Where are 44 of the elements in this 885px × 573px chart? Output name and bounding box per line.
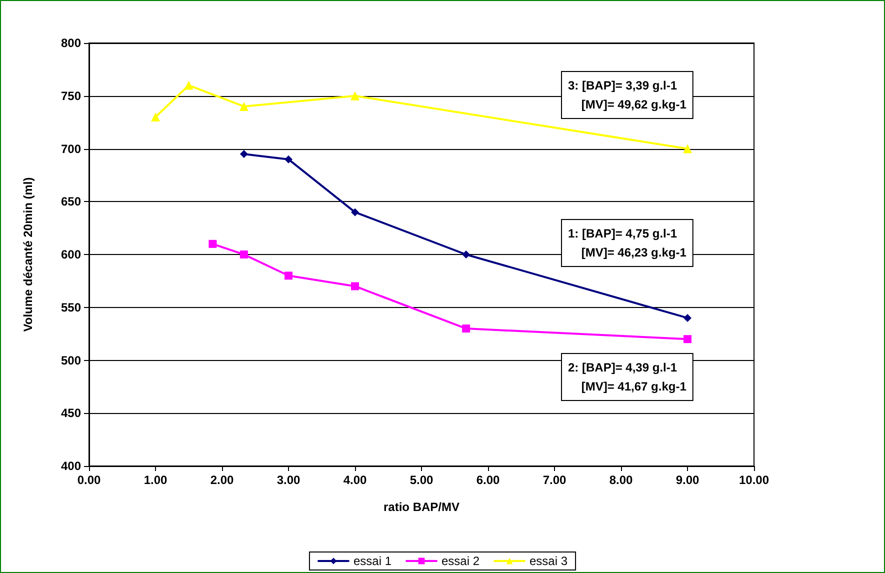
x-tick-label: 2.00 [210, 473, 234, 487]
annotation: 3: [BAP]= 3,39 g.l-1 [MV]= 49,62 g.kg-1 [568, 78, 687, 112]
point [351, 208, 359, 216]
x-tick-label: 5.00 [410, 473, 434, 487]
point [462, 324, 470, 333]
x-axis-title: ratio BAP/MV [383, 500, 460, 514]
y-tick-label: 750 [60, 88, 82, 103]
legend-label: essai 1 [353, 554, 392, 568]
legend-label: essai 3 [530, 554, 568, 568]
y-axis-title: Volume décanté 20min (ml) [21, 177, 35, 332]
y-tick-label: 800 [60, 36, 82, 50]
x-tick-label: 7.00 [542, 473, 566, 487]
point [284, 155, 292, 164]
y-tick-label: 550 [60, 300, 82, 314]
x-tick-label: 3.00 [276, 473, 300, 487]
point [683, 144, 692, 154]
annotation: 1: [BAP]= 4,75 g.l-1 [MV]= 46,23 g.kg-1 [568, 226, 687, 260]
point [350, 91, 360, 100]
point [462, 250, 470, 258]
point [351, 282, 359, 290]
y-tick-label: 450 [60, 406, 82, 420]
point [684, 314, 692, 322]
y-tick-label: 600 [60, 248, 82, 262]
y-tick-label: 500 [60, 353, 82, 368]
x-tick-label: 1.00 [144, 473, 168, 487]
point [151, 112, 160, 122]
annotation: 2: [BAP]= 4,39 g.l-1 [MV]= 41,67 g.kg-1 [568, 360, 687, 394]
point [208, 240, 217, 248]
y-tick-label: 700 [60, 142, 82, 156]
x-tick-label: 8.00 [609, 473, 633, 487]
y-tick-label: 400 [60, 459, 82, 473]
legend-label: essai 2 [441, 554, 480, 568]
point [284, 272, 292, 280]
point [684, 335, 692, 344]
x-tick-label: 6.00 [476, 473, 500, 487]
point [240, 250, 248, 258]
x-tick-label: 10.00 [738, 473, 770, 487]
point [184, 80, 194, 90]
point [240, 150, 248, 158]
x-tick-label: 9.00 [676, 473, 700, 487]
point [239, 102, 248, 111]
y-tick-label: 650 [60, 194, 82, 209]
x-tick-label: 0.00 [77, 473, 101, 487]
x-tick-label: 4.00 [343, 473, 367, 487]
